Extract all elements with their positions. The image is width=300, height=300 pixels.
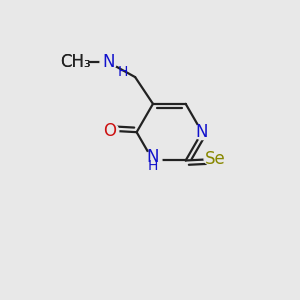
Ellipse shape: [204, 152, 227, 166]
Text: N: N: [147, 148, 159, 166]
Ellipse shape: [63, 55, 88, 70]
Text: H: H: [148, 159, 158, 173]
Text: N: N: [196, 123, 208, 141]
Ellipse shape: [101, 123, 119, 138]
Text: CH₃: CH₃: [60, 53, 91, 71]
Ellipse shape: [194, 125, 210, 140]
Text: H: H: [117, 64, 128, 79]
Ellipse shape: [144, 151, 162, 170]
Text: N: N: [102, 53, 115, 71]
Text: Se: Se: [205, 150, 226, 168]
Text: CH₃: CH₃: [60, 53, 91, 71]
Text: O: O: [103, 122, 116, 140]
Ellipse shape: [100, 55, 117, 70]
